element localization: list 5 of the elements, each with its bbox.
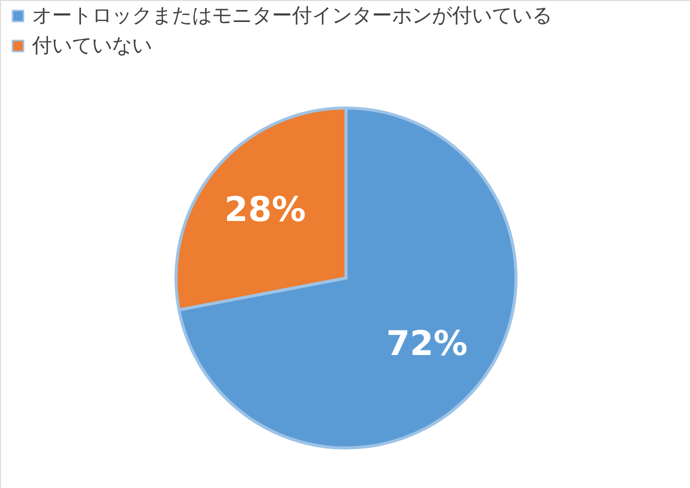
- data-label: 28%: [224, 190, 306, 230]
- data-label: 72%: [386, 324, 468, 364]
- legend-label: オートロックまたはモニター付インターホンが付いている: [32, 3, 552, 27]
- pie-slice: [178, 106, 518, 450]
- legend-label: 付いていない: [31, 33, 152, 57]
